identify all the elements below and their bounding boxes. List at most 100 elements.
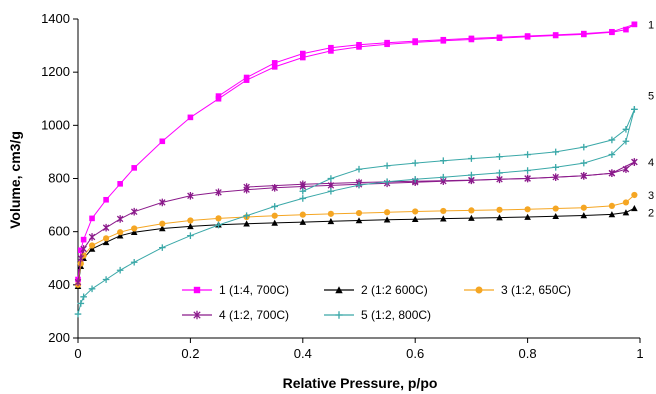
data-point	[159, 198, 166, 207]
data-point	[468, 171, 475, 179]
data-point	[131, 225, 138, 232]
data-point	[622, 137, 630, 145]
data-point	[411, 159, 419, 167]
legend-label: 4 (1:2, 700C)	[219, 308, 289, 322]
data-point	[524, 206, 531, 213]
data-point	[243, 74, 250, 81]
data-point	[300, 54, 306, 61]
series-end-labels: 1 2 3 4 5	[648, 19, 654, 219]
x-axis-title: Relative Pressure, p/po	[283, 375, 438, 391]
data-point	[475, 286, 483, 294]
data-point	[271, 203, 278, 210]
data-point	[609, 28, 615, 35]
legend-label: 5 (1:2, 800C)	[361, 308, 431, 322]
x-tick-label: 0.4	[294, 346, 312, 361]
x-tick-label: 0.6	[406, 346, 424, 361]
data-point	[411, 175, 419, 183]
data-point	[77, 260, 84, 267]
data-point	[384, 209, 391, 216]
data-point	[74, 278, 82, 286]
data-point	[383, 178, 391, 185]
data-point	[243, 220, 250, 227]
data-point	[468, 155, 475, 162]
data-point	[580, 204, 587, 211]
data-point	[215, 93, 222, 99]
series-4	[74, 158, 638, 286]
data-point	[130, 207, 138, 216]
data-point	[187, 232, 194, 239]
x-tick-label: 0.8	[519, 346, 537, 361]
data-point	[631, 106, 638, 113]
data-point	[552, 32, 559, 38]
x-tick-label: 0.2	[181, 346, 199, 361]
data-point	[159, 225, 166, 232]
data-point	[243, 212, 250, 220]
data-point	[116, 215, 124, 223]
data-point	[440, 36, 447, 43]
legend-item: 3 (1:2, 650C)	[464, 283, 571, 297]
series-line-adsorption	[77, 207, 635, 287]
data-point	[631, 204, 638, 212]
data-point	[88, 233, 96, 241]
x-tick-label: 0	[74, 346, 81, 361]
data-point	[88, 245, 96, 252]
data-point	[524, 33, 531, 39]
data-point	[440, 173, 447, 181]
y-axis-title: Volume, cm3/g	[7, 131, 23, 229]
data-point	[117, 229, 124, 236]
data-point	[78, 247, 84, 254]
data-point	[383, 216, 391, 223]
legend-label: 3 (1:2, 650C)	[501, 283, 571, 297]
data-point	[116, 266, 124, 274]
data-point	[552, 164, 559, 171]
data-point	[89, 215, 95, 222]
data-point	[631, 191, 638, 199]
data-point	[623, 26, 629, 33]
data-point	[355, 181, 363, 189]
data-point	[355, 209, 363, 217]
data-point	[412, 38, 418, 44]
y-tick-label: 1000	[41, 117, 70, 132]
data-point	[383, 162, 391, 170]
data-point	[299, 180, 307, 189]
data-point	[159, 244, 166, 251]
y-tick-label: 1200	[41, 64, 70, 79]
data-point	[77, 300, 85, 307]
data-point	[215, 221, 222, 229]
data-point	[327, 187, 335, 195]
data-point	[552, 212, 559, 220]
series-end-label: 1	[648, 19, 654, 31]
data-point	[524, 213, 531, 220]
axes: 200 400 600 800 1000 1200 1400 0 0.2 0.4 0.6 0.8 1	[41, 11, 644, 361]
data-point	[356, 41, 362, 48]
data-point	[74, 310, 82, 318]
series-end-label: 2	[648, 207, 654, 219]
data-point	[327, 217, 335, 225]
data-point	[608, 151, 616, 158]
y-tick-label: 1400	[41, 11, 70, 26]
y-tick-label: 200	[48, 330, 70, 345]
data-point	[631, 158, 638, 166]
data-point	[159, 138, 166, 145]
data-point	[440, 215, 447, 222]
data-point	[524, 174, 531, 183]
data-point	[496, 169, 503, 177]
data-point	[328, 48, 334, 54]
data-point	[102, 276, 110, 283]
series-line-desorption	[302, 109, 635, 192]
y-tick-label: 400	[48, 277, 70, 292]
data-point	[187, 114, 194, 121]
data-point	[581, 30, 587, 37]
data-point	[103, 196, 109, 203]
data-point	[608, 202, 616, 209]
data-point	[524, 151, 531, 158]
data-point	[88, 285, 96, 293]
data-point	[355, 217, 363, 224]
data-point	[271, 60, 278, 66]
y-tick-label: 600	[48, 224, 70, 239]
data-point	[327, 210, 334, 217]
data-point	[243, 183, 250, 191]
data-point	[187, 223, 194, 230]
data-point	[77, 254, 85, 263]
data-point	[299, 211, 306, 218]
